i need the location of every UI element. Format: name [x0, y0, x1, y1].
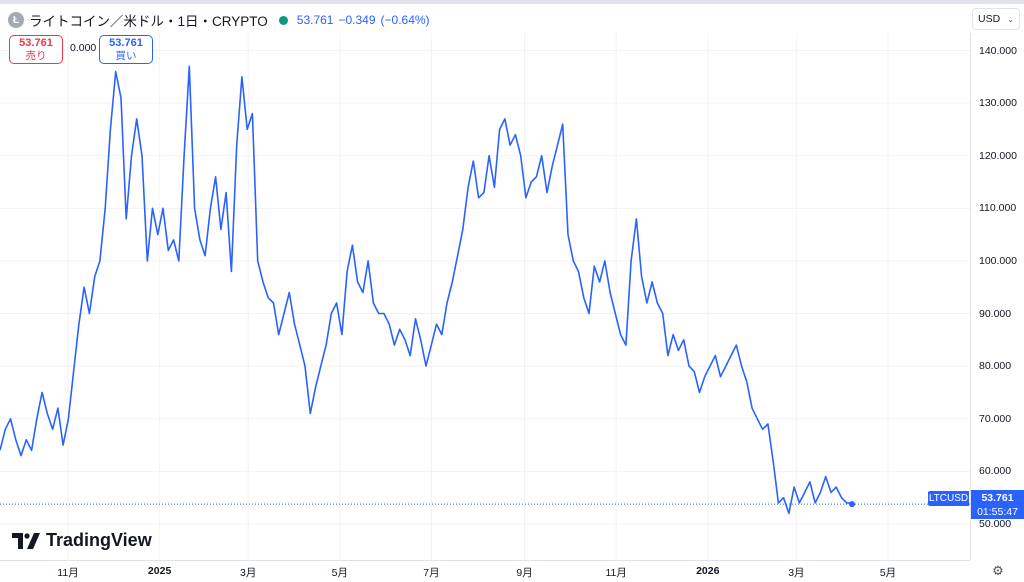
y-tick-label: 110.000	[979, 202, 1017, 215]
grid-lines	[0, 33, 970, 560]
last-price-dot	[849, 501, 855, 508]
y-tick-label: 140.000	[979, 44, 1017, 57]
sell-price: 53.761	[19, 37, 53, 49]
y-tick-label: 100.000	[979, 254, 1017, 267]
tradingview-logo-icon	[12, 532, 40, 549]
x-tick-label: 5月	[879, 567, 897, 579]
ltcusd-price-line	[0, 65, 852, 515]
last-price-tag: 53.761 01:55:47	[971, 490, 1024, 519]
chart-title[interactable]: ライトコイン／米ドル・1日・CRYPTO	[29, 14, 268, 29]
y-tick-label: 60.000	[979, 465, 1012, 478]
y-tick-label: 70.000	[979, 412, 1012, 425]
x-tick-label: 7月	[423, 567, 440, 579]
y-tick-label: 90.000	[979, 307, 1012, 320]
y-tick-label: 80.000	[979, 360, 1012, 373]
y-tick-label: 130.000	[979, 97, 1017, 110]
current-price: 53.761	[296, 13, 334, 27]
x-tick-label: 5月	[331, 567, 348, 579]
x-tick-label: 11月	[605, 567, 627, 579]
last-price-value: 53.761	[981, 492, 1014, 504]
x-tick-label: 3月	[240, 567, 257, 579]
x-tick-label: 2025	[147, 565, 172, 577]
y-tick-label: 120.000	[979, 149, 1017, 162]
top-border	[0, 0, 1024, 4]
sell-label: 売り	[25, 50, 47, 62]
sell-button[interactable]: 53.761 売り	[9, 35, 63, 64]
symbol-legend: Ł ライトコイン／米ドル・1日・CRYPTO 53.761 −0.349 (−0…	[8, 10, 430, 30]
litecoin-icon: Ł	[8, 12, 24, 28]
logo-text: TradingView	[46, 530, 152, 550]
x-tick-label: 9月	[516, 567, 533, 579]
price-change-percent: (−0.64%)	[380, 13, 430, 27]
spread-value: 0.000	[70, 42, 97, 54]
x-tick-label: 3月	[788, 567, 805, 579]
time-axis-border	[0, 560, 970, 561]
price-change: −0.349	[338, 13, 376, 27]
price-plot[interactable]	[0, 0, 970, 560]
buy-price: 53.761	[109, 37, 143, 49]
y-tick-label: 50.000	[979, 517, 1012, 530]
tradingview-logo[interactable]: TradingView	[12, 530, 152, 551]
gear-icon[interactable]: ⚙	[992, 563, 1004, 578]
x-tick-label: 11月	[57, 567, 79, 579]
price-axis-border	[970, 33, 971, 560]
bar-countdown: 01:55:47	[977, 506, 1018, 518]
x-tick-label: 2026	[696, 565, 720, 577]
currency-select[interactable]: USD ⌄	[972, 8, 1020, 30]
chevron-down-icon: ⌄	[1007, 14, 1014, 24]
buy-button[interactable]: 53.761 買い	[99, 35, 153, 64]
symbol-price-tag: LTCUSD	[928, 491, 969, 506]
currency-label: USD	[978, 13, 1001, 25]
buy-label: 買い	[115, 50, 137, 62]
market-open-status-icon	[278, 15, 288, 25]
